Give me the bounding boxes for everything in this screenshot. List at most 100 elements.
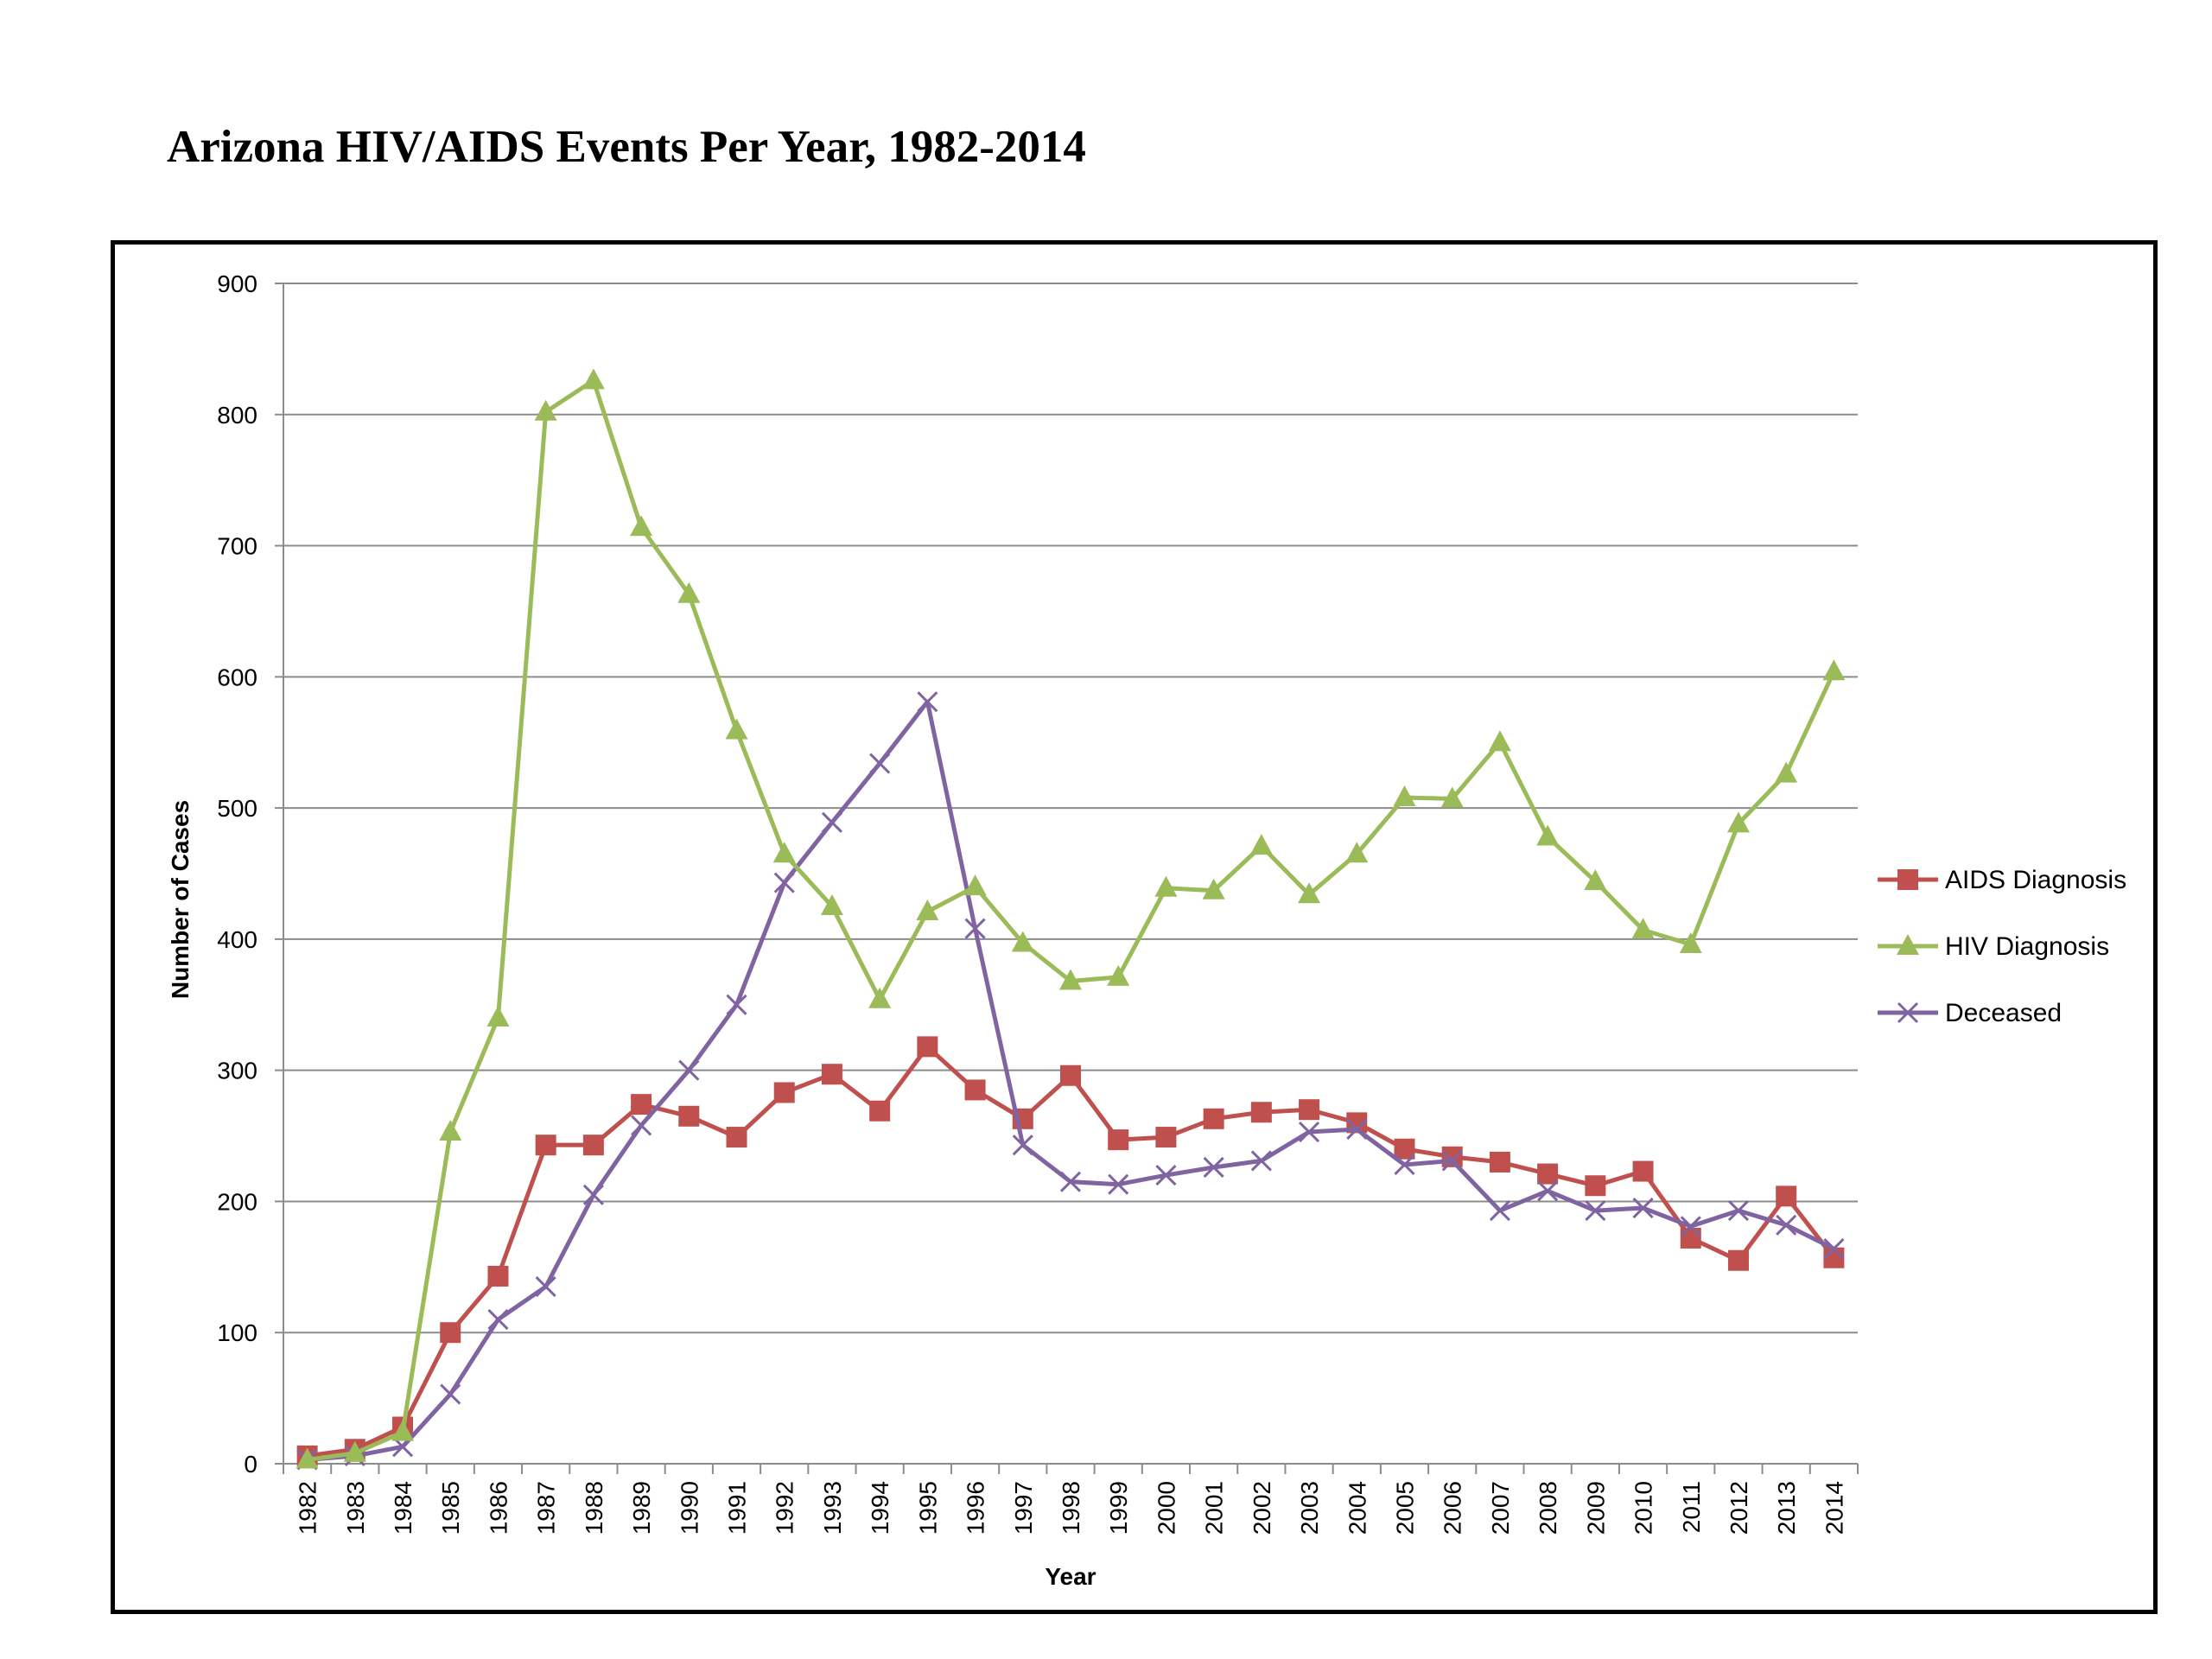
data-point (1536, 824, 1560, 846)
data-point (1727, 1200, 1750, 1222)
data-point (439, 1120, 462, 1141)
data-point (964, 918, 986, 939)
data-point (1394, 1138, 1415, 1160)
y-tick-label: 300 (217, 1058, 257, 1084)
series-lines (296, 368, 1846, 1471)
data-point (1250, 1102, 1272, 1123)
chart-frame: 0 100 200 300 400 500 600 700 800 900 1982 1983 1984… (111, 240, 2158, 1614)
x-tick-label: 1988 (581, 1481, 607, 1535)
x-tick-label: 1986 (485, 1481, 512, 1535)
legend: AIDS Diagnosis HIV Diagnosis Deceased (1878, 866, 2126, 1027)
x-tick-label: 2002 (1249, 1481, 1275, 1535)
x-tick-label: 2014 (1821, 1481, 1847, 1535)
data-point (630, 515, 653, 537)
y-tick-label: 500 (217, 795, 257, 822)
data-point (631, 1094, 652, 1116)
line-chart: 0 100 200 300 400 500 600 700 800 900 1982 1983 1984… (167, 270, 2126, 1590)
x-tick-label: 2004 (1344, 1481, 1370, 1535)
data-point (821, 1064, 842, 1085)
data-point (296, 1447, 319, 1469)
data-point (1012, 1135, 1033, 1156)
data-point (1441, 1146, 1463, 1167)
data-point (869, 1100, 891, 1122)
x-tick-label: 1989 (628, 1481, 655, 1535)
data-point (535, 1276, 556, 1298)
data-point (1632, 1197, 1654, 1219)
series-line (307, 378, 1836, 1462)
data-point (1897, 869, 1918, 890)
x-tick-label: 2007 (1487, 1481, 1514, 1535)
data-point (1108, 1129, 1129, 1151)
data-point (1775, 761, 1798, 783)
series-hiv-diagnosis (296, 368, 1846, 1469)
x-tick-label: 2011 (1678, 1481, 1705, 1533)
data-point (486, 1005, 510, 1027)
data-point (1345, 842, 1369, 863)
data-point (1680, 1216, 1701, 1237)
data-point (631, 1115, 652, 1136)
data-point (1393, 785, 1416, 806)
x-tick-label: 1983 (342, 1481, 369, 1535)
data-point (1488, 730, 1511, 752)
x-tick-label: 2009 (1582, 1481, 1609, 1535)
data-point (440, 1322, 461, 1344)
data-point (1776, 1214, 1797, 1236)
x-tick-label: 1995 (914, 1481, 941, 1535)
data-point (1823, 1238, 1845, 1260)
data-point (1108, 1173, 1129, 1195)
data-point (726, 1127, 747, 1148)
data-point (1726, 811, 1750, 833)
x-tick-label: 1990 (676, 1481, 702, 1535)
data-point (1537, 1180, 1559, 1202)
axes: 0 100 200 300 400 500 600 700 800 900 1982 1983 1984… (217, 270, 1859, 1535)
data-point (1679, 931, 1702, 953)
page-title: Arizona HIV/AIDS Events Per Year, 1982-2… (167, 122, 1086, 172)
data-point (820, 893, 843, 915)
data-point (1249, 834, 1273, 855)
legend-item: HIV Diagnosis (1878, 932, 2109, 961)
data-point (1155, 1127, 1177, 1148)
data-point (487, 1265, 509, 1287)
x-tick-label: 1998 (1058, 1481, 1084, 1535)
x-tick-label: 2010 (1630, 1481, 1657, 1535)
data-point (1537, 1163, 1559, 1185)
x-tick-label: 2013 (1773, 1481, 1800, 1535)
data-point (773, 872, 795, 893)
x-tick-label: 1999 (1105, 1481, 1132, 1535)
data-point (1584, 869, 1607, 891)
y-axis-title: Number of Cases (167, 800, 194, 999)
data-point (440, 1383, 461, 1405)
legend-item: AIDS Diagnosis (1878, 866, 2126, 894)
data-point (1250, 1150, 1272, 1172)
data-point (1346, 1118, 1368, 1141)
data-point (821, 811, 843, 833)
x-axis-title: Year (1045, 1563, 1096, 1590)
data-point (1060, 1065, 1081, 1086)
y-tick-label: 800 (217, 402, 257, 429)
data-point (1585, 1200, 1606, 1222)
gridlines (283, 283, 1858, 1334)
data-point (1585, 1175, 1606, 1197)
y-tick-label: 200 (217, 1188, 257, 1215)
x-tick-label: 1993 (819, 1481, 846, 1535)
data-point (1776, 1185, 1797, 1207)
data-point (1631, 918, 1655, 939)
x-tick-label: 2005 (1391, 1481, 1418, 1535)
x-tick-label: 1992 (772, 1481, 798, 1535)
data-point (1897, 934, 1919, 955)
data-point (1489, 1151, 1510, 1173)
data-point (725, 718, 748, 740)
data-point (1155, 1165, 1177, 1186)
x-tick-label: 2006 (1440, 1481, 1466, 1535)
data-point (1897, 1001, 1919, 1024)
data-point (582, 1135, 604, 1156)
data-point (678, 1105, 700, 1127)
data-point (1203, 1156, 1224, 1179)
series-line (307, 1044, 1836, 1459)
y-tick-label: 600 (217, 664, 257, 690)
x-tick-label: 2012 (1726, 1481, 1752, 1535)
x-tick-label: 1987 (533, 1481, 560, 1535)
data-point (1203, 1108, 1224, 1129)
data-point (1680, 1227, 1701, 1249)
data-point (1202, 878, 1225, 899)
